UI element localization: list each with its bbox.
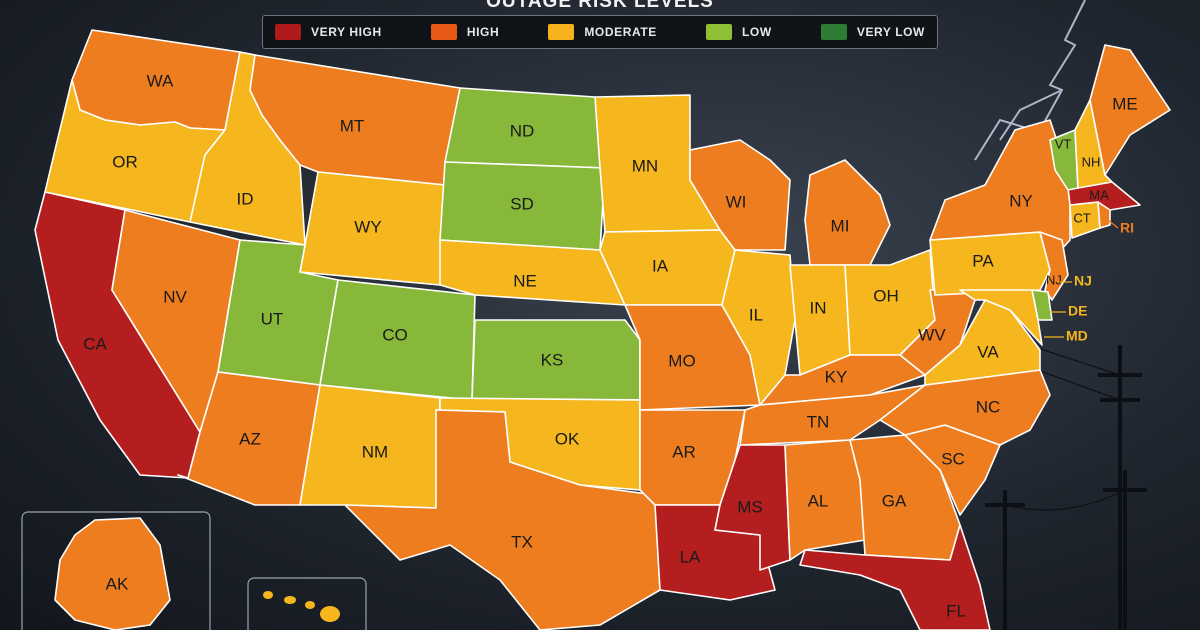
label-OH: OH — [873, 286, 899, 305]
state-WY[interactable] — [299, 171, 446, 286]
legend-label-high: HIGH — [466, 25, 500, 39]
label-TX: TX — [511, 532, 533, 551]
hawaii-island-3[interactable] — [305, 601, 315, 609]
callouts: NJ DE MD RI — [1044, 219, 1134, 344]
label-AL: AL — [808, 491, 829, 510]
label-IA: IA — [652, 256, 669, 275]
label-NV: NV — [163, 287, 187, 306]
alaska-inset-frame — [21, 511, 211, 630]
state-VT[interactable] — [1049, 129, 1079, 191]
label-ME: ME — [1112, 94, 1138, 113]
callout-NJ: NJ — [1074, 273, 1092, 289]
label-NM: NM — [362, 442, 388, 461]
state-NE[interactable] — [439, 239, 626, 306]
callout-DE: DE — [1068, 303, 1087, 319]
label-WI: WI — [726, 192, 747, 211]
legend-swatch-low — [705, 24, 732, 40]
state-labels: WA OR CA ID NV MT WY UT CO AZ NM ND SD N… — [83, 71, 1138, 620]
label-KS: KS — [541, 350, 564, 369]
label-SC: SC — [941, 449, 965, 468]
label-IL: IL — [749, 305, 763, 324]
label-NJ: NJ — [1046, 272, 1062, 287]
label-GA: GA — [882, 491, 907, 510]
state-FL[interactable] — [799, 524, 991, 630]
label-LA: LA — [680, 547, 701, 566]
label-CO: CO — [382, 325, 408, 344]
callout-MD: MD — [1066, 328, 1088, 344]
label-MA: MA — [1089, 187, 1109, 202]
label-KY: KY — [825, 367, 848, 386]
label-MS: MS — [737, 497, 763, 516]
label-ND: ND — [510, 121, 535, 140]
legend-item-moderate: MODERATE — [548, 24, 657, 40]
legend-label-very-low: VERY LOW — [856, 25, 925, 39]
label-AR: AR — [672, 442, 696, 461]
state-shapes — [34, 29, 1171, 630]
label-MN: MN — [632, 156, 658, 175]
legend-label-low: LOW — [741, 25, 772, 39]
state-AK[interactable] — [54, 517, 171, 630]
label-NY: NY — [1009, 191, 1033, 210]
label-ID: ID — [237, 189, 254, 208]
label-CA: CA — [83, 334, 107, 353]
label-WA: WA — [147, 71, 174, 90]
label-AK: AK — [106, 574, 129, 593]
risk-legend: VERY HIGH HIGH MODERATE LOW VERY LOW — [262, 15, 938, 49]
map-title: OUTAGE RISK LEVELS — [486, 0, 714, 12]
label-VT: VT — [1055, 136, 1072, 151]
label-MI: MI — [831, 216, 850, 235]
legend-swatch-very-high — [275, 24, 301, 40]
state-TX[interactable] — [344, 409, 661, 630]
hawaii-island-4[interactable] — [320, 606, 340, 622]
label-IN: IN — [810, 298, 827, 317]
state-MD[interactable] — [959, 289, 1043, 346]
label-SD: SD — [510, 194, 534, 213]
label-PA: PA — [972, 251, 994, 270]
label-NH: NH — [1082, 154, 1101, 169]
label-WV: WV — [918, 325, 946, 344]
label-CT: CT — [1073, 210, 1090, 225]
legend-item-high: HIGH — [430, 24, 500, 40]
label-MT: MT — [340, 116, 365, 135]
state-WI[interactable] — [689, 139, 791, 251]
hawaii-island-1[interactable] — [263, 591, 273, 599]
legend-label-moderate: MODERATE — [584, 25, 657, 39]
callout-RI: RI — [1120, 220, 1134, 236]
label-AZ: AZ — [239, 429, 261, 448]
label-FL: FL — [946, 601, 966, 620]
label-VA: VA — [977, 342, 999, 361]
hawaii-islands — [263, 591, 340, 622]
state-MI[interactable] — [804, 159, 891, 266]
legend-swatch-high — [430, 24, 457, 40]
label-MO: MO — [668, 351, 695, 370]
label-UT: UT — [261, 309, 284, 328]
label-NE: NE — [513, 271, 537, 290]
state-OR[interactable] — [44, 79, 226, 223]
legend-item-low: LOW — [705, 24, 772, 40]
legend-swatch-very-low — [820, 24, 847, 40]
legend-label-very-high: VERY HIGH — [311, 25, 382, 39]
state-VA[interactable] — [924, 299, 1041, 386]
label-OR: OR — [112, 152, 138, 171]
state-NJ[interactable] — [1039, 231, 1069, 301]
label-TN: TN — [807, 412, 830, 431]
legend-swatch-moderate — [548, 24, 575, 40]
hawaii-island-2[interactable] — [284, 596, 296, 604]
legend-item-very-high: VERY HIGH — [275, 24, 382, 40]
label-OK: OK — [555, 429, 580, 448]
label-WY: WY — [354, 217, 381, 236]
legend-item-very-low: VERY LOW — [820, 24, 925, 40]
state-ME[interactable] — [1089, 44, 1171, 176]
label-NC: NC — [976, 397, 1001, 416]
hawaii-inset-frame — [247, 577, 367, 630]
